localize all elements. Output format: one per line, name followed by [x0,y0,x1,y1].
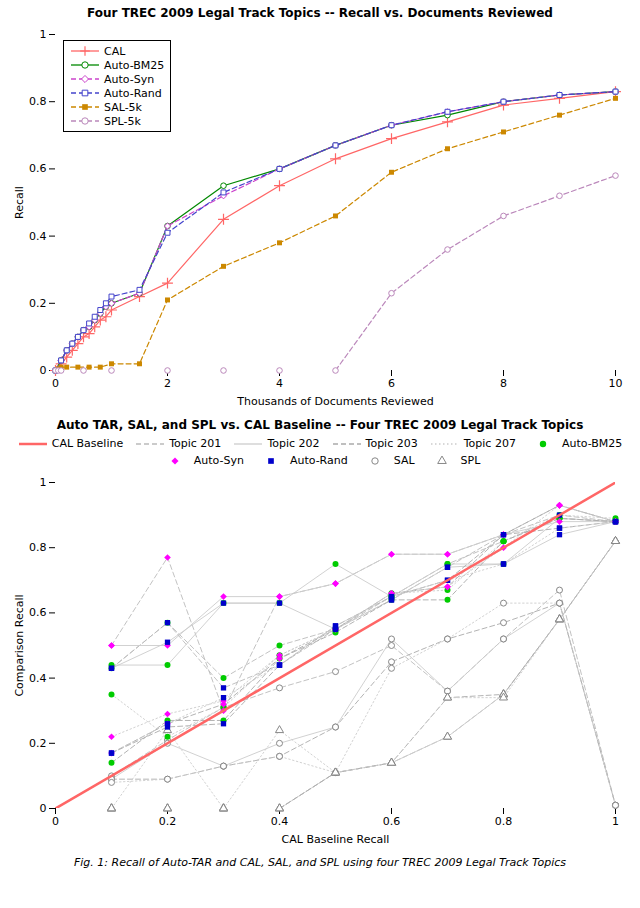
html-text:SPL-5k: SPL-5k [104,114,141,128]
svg-text:0: 0 [52,377,59,390]
svg-text:0: 0 [40,802,47,815]
svg-text:10: 10 [609,377,623,390]
html-text:CAL: CAL [104,44,126,58]
html-text:SAL-5k: SAL-5k [104,100,142,114]
svg-text:1: 1 [40,28,47,41]
svg-text:0.2: 0.2 [29,297,47,310]
html-text:Auto-Syn: Auto-Syn [193,454,244,467]
html-text:Fig. 1: Recall of Auto-TAR and: Fig. 1: Recall of Auto-TAR and CAL, SAL,… [74,856,566,869]
html-text:Auto-Rand: Auto-Rand [289,454,348,467]
html-text:SAL: SAL [393,454,415,467]
html-text:Auto-BM25: Auto-BM25 [104,58,165,72]
svg-text:2: 2 [164,377,171,390]
svg-text:0: 0 [52,815,59,828]
svg-text:4: 4 [276,377,283,390]
svg-text:Comparison Recall: Comparison Recall [13,594,26,696]
html-text:Topic 201: Topic 201 [169,437,222,450]
svg-text:0.4: 0.4 [271,815,289,828]
html-text:Auto-Rand: Auto-Rand [104,86,162,100]
html-text:SPL: SPL [460,454,481,467]
svg-text:0.8: 0.8 [29,541,47,554]
svg-text:0.8: 0.8 [29,95,47,108]
html-text:CAL Baseline: CAL Baseline [51,437,124,450]
svg-text:8: 8 [500,377,507,390]
svg-text:0.2: 0.2 [29,737,47,750]
svg-text:0.6: 0.6 [383,815,401,828]
svg-text:0.6: 0.6 [29,606,47,619]
html-text:Auto-BM25: Auto-BM25 [561,437,623,450]
svg-text:Thousands of Documents Reviewe: Thousands of Documents Reviewed [236,395,433,408]
svg-text:0.2: 0.2 [159,815,177,828]
svg-text:1: 1 [612,815,619,828]
html-text:Topic 207: Topic 207 [463,437,516,450]
svg-text:Recall: Recall [13,186,26,219]
html-text:Topic 203: Topic 203 [365,437,418,450]
svg-text:CAL Baseline Recall: CAL Baseline Recall [282,833,390,846]
svg-text:0: 0 [40,364,47,377]
svg-text:0.4: 0.4 [29,230,47,243]
svg-text:0.6: 0.6 [29,162,47,175]
html-text:Topic 202: Topic 202 [267,437,320,450]
html-text:Auto-Syn: Auto-Syn [104,72,155,86]
svg-text:0.4: 0.4 [29,672,47,685]
html-text:Auto TAR, SAL, and SPL vs. CAL: Auto TAR, SAL, and SPL vs. CAL Baseline … [56,418,584,432]
svg-text:6: 6 [388,377,395,390]
svg-text:0.8: 0.8 [495,815,513,828]
html-text:Four TREC 2009 Legal Track Top: Four TREC 2009 Legal Track Topics -- Rec… [87,6,553,20]
svg-text:1: 1 [40,476,47,489]
